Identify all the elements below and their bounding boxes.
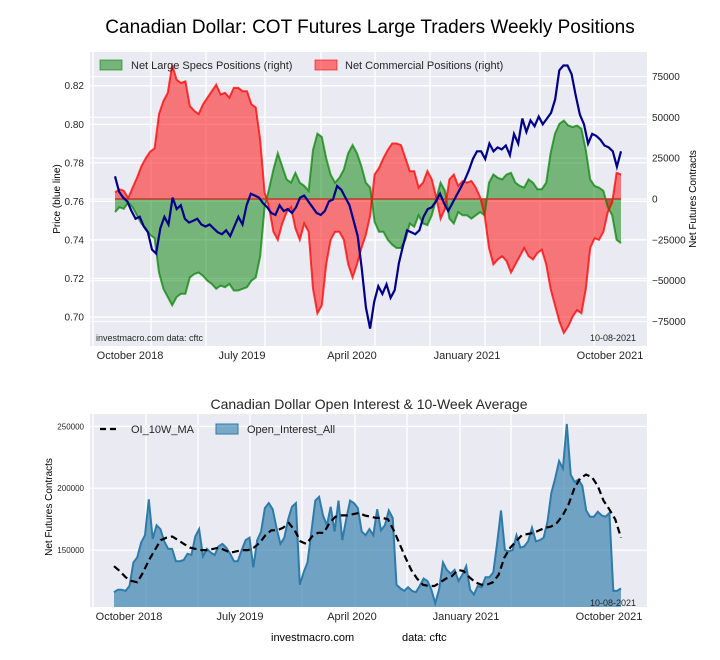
positions-x-tick-label: October 2018 xyxy=(97,350,164,362)
price-tick-label: 0.82 xyxy=(65,81,85,92)
specs-line xyxy=(114,119,622,308)
positions-x-tick-label: April 2020 xyxy=(327,350,377,362)
date-note: 10-08-2021 xyxy=(590,333,636,343)
positions-panel: 0.70 0.72 0.74 0.76 0.78 0.80 0.82 −75000 −5000… xyxy=(52,52,699,362)
open-interest-panel: 150000 200000 250000 October 2018 July 2019… xyxy=(44,414,647,623)
oi-y-ticks: 150000 200000 250000 xyxy=(57,422,84,555)
oi-legend: OI_10W_MA Open_Interest_All xyxy=(100,423,335,436)
oi-x-tick-label: April 2020 xyxy=(327,611,377,623)
price-tick-label: 0.70 xyxy=(65,313,85,324)
oi-axis-label: Net Futures Contracts xyxy=(44,458,55,556)
legend-oi-label: Open_Interest_All xyxy=(247,424,335,436)
price-line xyxy=(113,64,623,329)
contracts-tick-label: −50000 xyxy=(652,276,686,287)
oi-title: Canadian Dollar Open Interest & 10-Week … xyxy=(210,396,527,412)
positions-x-tick-label: January 2021 xyxy=(434,350,501,362)
contracts-axis-label: Net Futures Contracts xyxy=(688,150,699,248)
legend-commercial-swatch xyxy=(314,59,338,71)
positions-lines xyxy=(113,64,623,336)
contracts-tick-label: 25000 xyxy=(652,154,680,165)
contracts-tick-label: 50000 xyxy=(652,113,680,124)
contracts-axis-ticks: −75000 −50000 −25000 0 25000 50000 75000 xyxy=(652,72,686,328)
positions-legend: Net Large Specs Positions (right) Net Co… xyxy=(99,59,503,72)
positions-x-ticks: October 2018 July 2019 April 2020 January 2… xyxy=(97,350,644,362)
legend-ma-label: OI_10W_MA xyxy=(131,424,195,436)
legend-oi-swatch xyxy=(215,423,239,435)
oi-y-tick-label: 200000 xyxy=(57,484,84,493)
oi-areas xyxy=(114,423,621,607)
contracts-tick-label: 0 xyxy=(652,195,658,206)
positions-x-tick-label: October 2021 xyxy=(577,350,644,362)
price-tick-label: 0.78 xyxy=(65,158,85,169)
footer-data: data: cftc xyxy=(402,632,447,644)
commercial-line xyxy=(114,64,622,336)
price-tick-label: 0.76 xyxy=(65,197,85,208)
contracts-tick-label: −25000 xyxy=(652,235,686,246)
legend-specs-swatch xyxy=(99,59,123,71)
open-interest-line xyxy=(113,423,622,607)
positions-x-tick-label: July 2019 xyxy=(218,350,265,362)
oi-lines xyxy=(113,423,623,607)
price-tick-label: 0.74 xyxy=(65,235,85,246)
oi-x-tick-label: October 2018 xyxy=(96,611,163,623)
footer-source: investmacro.com xyxy=(271,632,354,644)
contracts-tick-label: 75000 xyxy=(652,72,680,83)
oi-y-tick-label: 250000 xyxy=(57,422,84,431)
oi-x-tick-label: October 2021 xyxy=(576,611,643,623)
price-axis-ticks: 0.70 0.72 0.74 0.76 0.78 0.80 0.82 xyxy=(65,81,85,323)
price-tick-label: 0.72 xyxy=(65,274,85,285)
price-axis-label: Price (blue line) xyxy=(52,164,63,233)
legend-commercial-label: Net Commercial Positions (right) xyxy=(345,60,503,72)
oi-x-tick-label: July 2019 xyxy=(216,611,263,623)
oi-date-note: 10-08-2021 xyxy=(590,598,636,608)
price-tick-label: 0.80 xyxy=(65,120,85,131)
open-interest-area xyxy=(114,423,621,607)
contracts-tick-label: −75000 xyxy=(652,317,686,328)
specs-area xyxy=(115,120,621,306)
oi-y-tick-label: 150000 xyxy=(57,546,84,555)
oi-10w-ma-line xyxy=(113,473,623,588)
oi-x-tick-label: January 2021 xyxy=(433,611,500,623)
legend-specs-label: Net Large Specs Positions (right) xyxy=(131,60,292,72)
source-note: investmacro.com data: cftc xyxy=(96,333,204,343)
oi-x-ticks: October 2018 July 2019 April 2020 January 2… xyxy=(96,611,643,623)
main-title: Canadian Dollar: COT Futures Large Trade… xyxy=(105,17,634,38)
